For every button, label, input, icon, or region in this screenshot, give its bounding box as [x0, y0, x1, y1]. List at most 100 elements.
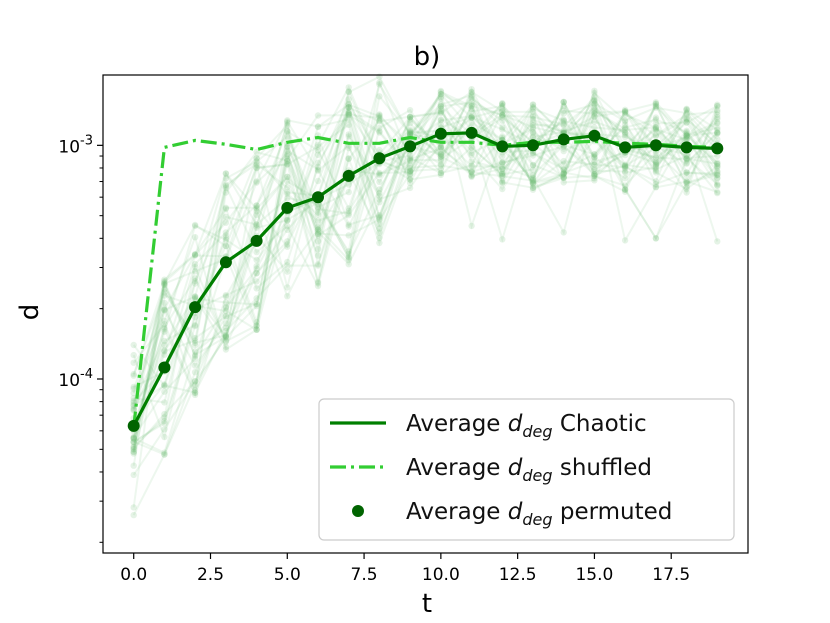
background-run-line [132, 94, 718, 450]
background-run-point [406, 107, 414, 114]
background-run-point [683, 110, 690, 117]
background-run-point [683, 134, 690, 142]
background-run-point [529, 152, 537, 159]
background-run-point [621, 151, 629, 159]
background-run-point [314, 167, 322, 174]
background-run-point [621, 186, 629, 193]
background-run-point [130, 341, 137, 349]
background-run-point [406, 176, 414, 183]
background-run-point [222, 333, 230, 340]
background-run-point [529, 119, 537, 127]
background-run-point [437, 165, 445, 173]
background-run-point [284, 258, 291, 266]
background-run-point [222, 170, 230, 177]
background-run-point [161, 341, 168, 349]
background-run-point [314, 123, 322, 131]
background-run-point [222, 338, 230, 345]
background-run-point [406, 120, 414, 127]
background-run-point [345, 109, 352, 117]
background-run-point [222, 312, 230, 320]
background-run-point [683, 189, 690, 196]
background-run-point [191, 295, 199, 302]
background-run-point [683, 132, 690, 139]
background-run-point [222, 204, 230, 211]
background-run-point [284, 184, 291, 191]
background-run-point [222, 343, 230, 351]
background-run-point [529, 171, 537, 179]
background-run-point [591, 171, 598, 178]
background-run-point [560, 161, 567, 168]
background-run-point [437, 121, 445, 128]
background-run-point [222, 183, 230, 190]
background-run-point [499, 106, 506, 113]
background-run-point [314, 232, 322, 239]
background-run-point [314, 205, 322, 213]
background-run-point [560, 118, 567, 125]
background-run-point [714, 164, 721, 171]
background-run-line [133, 103, 719, 404]
background-run-point [621, 161, 629, 168]
background-run-point [468, 95, 475, 102]
background-run-point [345, 111, 352, 119]
background-run-point [253, 221, 260, 228]
background-run-point [376, 146, 383, 154]
background-run-point [621, 168, 629, 175]
background-run-point [406, 116, 414, 123]
background-run-point [652, 114, 660, 121]
background-run-point [284, 147, 291, 154]
background-run-point [253, 285, 260, 292]
background-run-line [132, 101, 718, 448]
plot-frame [102, 74, 749, 554]
background-run-point [591, 113, 598, 120]
background-run-point [161, 280, 168, 287]
background-run-point [284, 217, 291, 224]
background-run-point [222, 307, 230, 315]
background-run-point [437, 107, 445, 115]
background-run-point [376, 112, 383, 119]
background-run-point [376, 220, 383, 227]
background-run-point [314, 252, 322, 259]
background-run-point [683, 178, 690, 185]
background-run-point [437, 153, 445, 160]
background-run-point [591, 97, 598, 105]
background-run-point [222, 234, 230, 241]
background-run-point [222, 313, 230, 320]
background-run-point [406, 171, 414, 178]
background-run-point [529, 186, 537, 193]
background-run-point [683, 171, 690, 178]
background-run-point [591, 118, 598, 125]
background-run-point [345, 250, 352, 258]
background-run-point [161, 382, 168, 389]
background-run-point [284, 243, 291, 250]
background-run-point [529, 166, 537, 173]
background-run-point [345, 155, 352, 163]
background-run-point [253, 179, 260, 186]
background-run-point [191, 353, 199, 360]
background-run-point [191, 222, 199, 230]
background-run-point [345, 256, 352, 264]
background-run-point [345, 223, 352, 230]
background-run-point [529, 177, 537, 184]
background-run-point [499, 178, 506, 185]
background-run-point [621, 108, 629, 115]
background-run-point [591, 172, 598, 180]
background-run-point [652, 169, 660, 176]
background-run-point [222, 346, 230, 353]
background-run-point [529, 134, 537, 141]
background-run-point [621, 163, 629, 171]
background-run-point [222, 303, 230, 311]
legend: Average ddeg Chaotic Average ddeg shuffle… [318, 398, 735, 541]
background-run-point [683, 119, 690, 126]
background-run-point [161, 426, 168, 433]
background-run-point [652, 162, 660, 170]
background-run-point [714, 102, 721, 110]
series-point-permuted [649, 139, 662, 152]
background-run-point [529, 121, 537, 129]
background-run-point [130, 397, 137, 405]
background-run-point [437, 155, 445, 162]
background-run-line [132, 86, 719, 454]
background-run-point [683, 154, 690, 162]
background-run-point [376, 212, 383, 219]
background-run-point [468, 173, 475, 181]
background-run-point [191, 378, 199, 385]
